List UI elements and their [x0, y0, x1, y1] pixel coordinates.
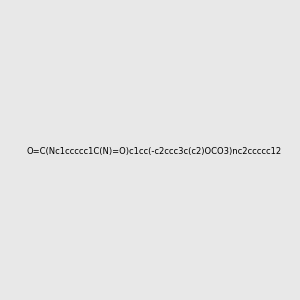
Text: O=C(Nc1ccccc1C(N)=O)c1cc(-c2ccc3c(c2)OCO3)nc2ccccc12: O=C(Nc1ccccc1C(N)=O)c1cc(-c2ccc3c(c2)OCO… — [26, 147, 281, 156]
